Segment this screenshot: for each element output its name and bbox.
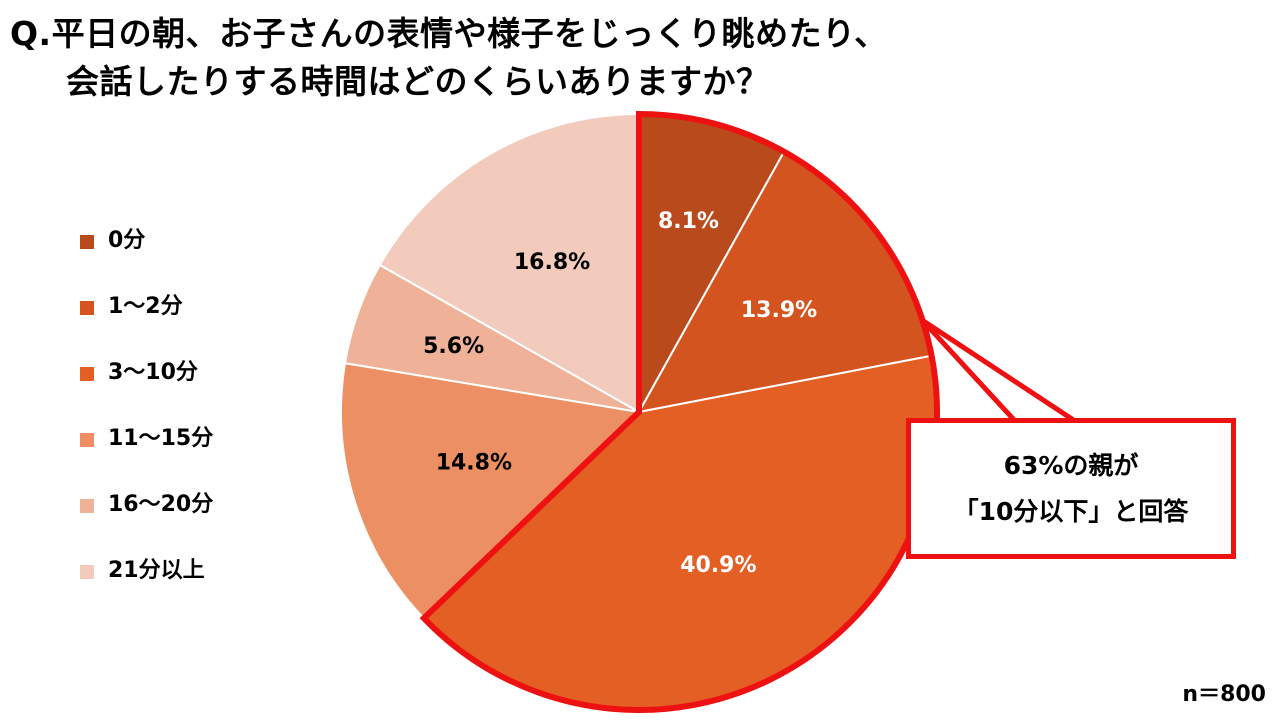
legend-label-0min: 0分 (108, 228, 146, 253)
legend-swatch-11-15min (80, 433, 94, 447)
legend-label-16-20min: 16～20分 (108, 492, 214, 517)
legend-item-21min-plus: 21分以上 (80, 556, 213, 622)
pie-slice-21min-plus (378, 112, 640, 414)
data-label-3-10min: 40.9% (680, 553, 756, 578)
sample-size: n＝800 (1182, 682, 1266, 707)
legend-swatch-3-10min (80, 367, 94, 381)
legend-label-21min-plus: 21分以上 (108, 558, 205, 583)
legend-label-11-15min: 11～15分 (108, 426, 214, 451)
callout-box: 63%の親が 「10分以下」と回答 (906, 418, 1236, 559)
legend: 0分 1～2分 3～10分 11～15分 16～20分 21分以上 (80, 226, 213, 622)
legend-swatch-1-2min (80, 301, 94, 315)
data-labels: 8.1% 13.9% 40.9% 14.8% 5.6% 16.8% (423, 209, 817, 578)
pie-slice-11-15min (340, 361, 642, 620)
callout-line-1: 63%の親が (1003, 450, 1139, 480)
legend-item-3-10min: 3～10分 (80, 358, 213, 424)
data-label-0min: 8.1% (658, 209, 719, 234)
data-label-16-20min: 5.6% (423, 334, 484, 359)
pie-slices (340, 112, 938, 711)
legend-swatch-16-20min (80, 499, 94, 513)
data-label-1-2min: 13.9% (741, 298, 817, 323)
callout-line-2: 「10分以下」と回答 (953, 496, 1189, 526)
legend-label-3-10min: 3～10分 (108, 360, 198, 385)
legend-item-0min: 0分 (80, 226, 213, 292)
legend-item-1-2min: 1～2分 (80, 292, 213, 358)
legend-item-16-20min: 16～20分 (80, 490, 213, 556)
callout-pointer (920, 318, 1084, 424)
chart-title-line-2: 会話したりする時間はどのくらいありますか？ (66, 62, 770, 101)
legend-swatch-21min-plus (80, 565, 94, 579)
chart-title: Q.平日の朝、お子さんの表情や様子をじっくり眺めたり、 会話したりする時間はどの… (10, 10, 888, 106)
legend-swatch-0min (80, 235, 94, 249)
data-label-21min-plus: 16.8% (514, 250, 590, 275)
data-label-11-15min: 14.8% (436, 451, 512, 476)
chart-title-line-1: Q.平日の朝、お子さんの表情や様子をじっくり眺めたり、 (10, 14, 888, 53)
legend-label-1-2min: 1～2分 (108, 294, 183, 319)
legend-item-11-15min: 11～15分 (80, 424, 213, 490)
